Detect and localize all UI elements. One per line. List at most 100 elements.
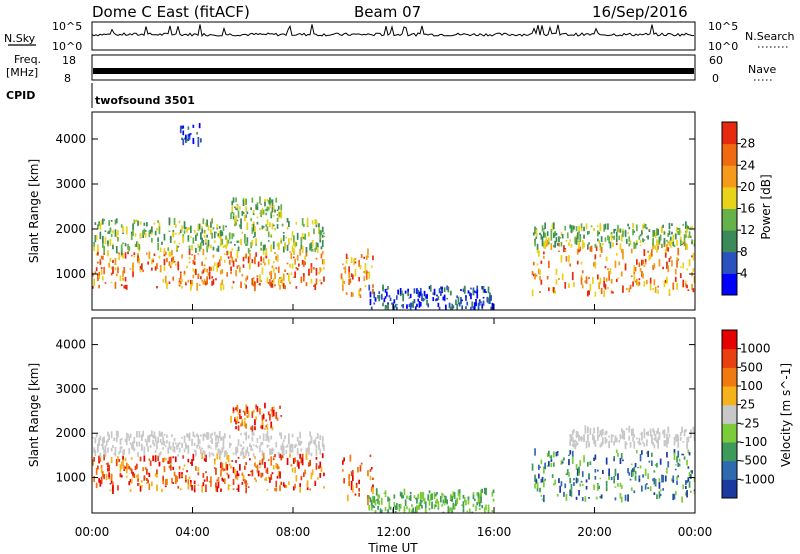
data-cell [638, 437, 641, 445]
data-cell [95, 267, 98, 272]
data-cell [154, 266, 157, 270]
data-cell [240, 222, 242, 230]
data-cell [583, 455, 585, 463]
data-cell [438, 288, 441, 294]
data-cell [215, 278, 217, 281]
data-cell [585, 486, 588, 490]
x-tick-label: 00:00 [75, 525, 110, 539]
data-cell [215, 482, 217, 488]
data-cell [350, 273, 353, 278]
data-cell [399, 506, 402, 509]
data-cell [686, 440, 688, 448]
data-cell [149, 445, 152, 448]
data-cell [455, 499, 457, 506]
data-cell [442, 493, 445, 496]
data-cell [622, 249, 624, 255]
data-cell [107, 438, 109, 443]
data-cell [345, 292, 348, 295]
data-cell [242, 441, 245, 444]
data-cell [259, 274, 261, 282]
data-cell [177, 485, 180, 489]
data-cell [172, 466, 175, 471]
data-cell [461, 305, 463, 310]
data-cell [108, 434, 110, 441]
data-cell [548, 260, 550, 269]
data-cell [203, 267, 206, 272]
data-cell [298, 442, 300, 446]
data-cell [637, 281, 639, 287]
data-cell [149, 460, 152, 466]
data-cell [114, 453, 117, 457]
data-cell [682, 262, 685, 269]
data-cell [372, 288, 374, 294]
data-cell [662, 266, 664, 270]
data-cell [203, 433, 206, 437]
data-cell [589, 428, 592, 436]
data-cell [237, 265, 240, 267]
data-cell [112, 259, 114, 263]
data-cell [412, 507, 414, 513]
data-cell [107, 250, 109, 257]
data-cell [628, 435, 631, 441]
data-cell [628, 425, 631, 433]
data-cell [311, 240, 314, 247]
data-cell [632, 428, 634, 436]
data-cell [343, 267, 345, 270]
data-cell [235, 197, 237, 203]
data-cell [245, 431, 247, 436]
data-cell [456, 303, 458, 310]
data-cell [299, 443, 301, 446]
data-cell [252, 283, 255, 287]
data-cell [249, 474, 251, 476]
data-cell [641, 271, 643, 277]
data-cell [174, 263, 177, 266]
data-cell [266, 489, 269, 491]
data-cell [583, 234, 585, 239]
data-cell [610, 280, 613, 284]
data-cell [323, 267, 325, 270]
data-cell [128, 466, 131, 470]
data-cell [237, 240, 240, 243]
data-cell [265, 228, 268, 231]
data-cell [210, 434, 212, 439]
data-cell [426, 293, 428, 299]
data-cell [179, 273, 182, 280]
data-cell [608, 440, 610, 449]
data-cell [594, 442, 597, 447]
data-cell [202, 450, 205, 454]
data-cell [202, 218, 205, 225]
data-cell [266, 198, 269, 202]
data-cell [540, 459, 543, 465]
data-cell [222, 225, 225, 231]
time-x-axis: 00:00 04:00 08:00 12:00 16:00 20:00 00:00 [75, 304, 712, 539]
data-cell [409, 293, 412, 298]
data-cell [99, 480, 102, 487]
data-cell [235, 207, 237, 210]
data-cell [458, 302, 461, 307]
data-cell [251, 448, 254, 451]
data-cell [686, 459, 688, 466]
data-cell [653, 444, 656, 449]
data-cell [132, 271, 134, 278]
data-cell [108, 220, 110, 226]
data-cell [137, 478, 139, 482]
data-cell [403, 506, 406, 511]
data-cell [210, 447, 212, 449]
data-cell [262, 433, 265, 441]
data-cell [142, 269, 144, 272]
data-cell [226, 454, 229, 460]
data-cell [311, 469, 314, 476]
data-cell [365, 255, 368, 260]
data-cell [108, 230, 110, 234]
data-cell [246, 242, 249, 246]
data-cell [259, 435, 261, 439]
data-cell [389, 506, 392, 510]
data-cell [173, 261, 176, 263]
data-cell [213, 231, 216, 239]
data-cell [355, 482, 358, 485]
data-cell [225, 235, 227, 240]
data-cell [97, 274, 99, 282]
data-cell [685, 486, 687, 489]
data-cell [614, 497, 617, 501]
data-cell [450, 306, 452, 310]
